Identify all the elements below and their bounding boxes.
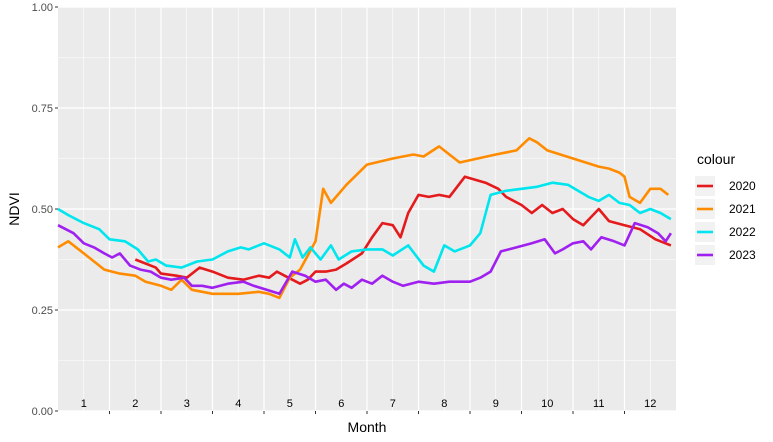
legend-label-2020: 2020 (729, 179, 756, 193)
x-axis (109, 411, 625, 414)
series-line-2022 (57, 181, 672, 273)
y-tick-label: 0.00 (32, 406, 53, 418)
legend-label-2022: 2022 (729, 225, 756, 239)
month-label: 11 (593, 398, 604, 410)
series-line-2021 (57, 137, 670, 300)
legend-label-2021: 2021 (729, 202, 756, 216)
legend-title: colour (697, 151, 735, 167)
month-label: 8 (441, 398, 447, 410)
y-axis-title: NDVI (6, 192, 22, 225)
month-label: 2 (132, 398, 138, 410)
month-label: 6 (338, 398, 344, 410)
month-label: 4 (235, 398, 241, 410)
month-label: 5 (287, 398, 293, 410)
month-label: 10 (541, 398, 553, 410)
legend-label-2023: 2023 (729, 248, 756, 262)
y-tick-label: 0.25 (32, 305, 53, 317)
month-label: 9 (493, 398, 499, 410)
y-tick-label: 0.50 (32, 204, 53, 216)
month-label: 3 (184, 398, 190, 410)
legend: colour 2020 2021 2022 2023 (695, 151, 756, 265)
month-label: 7 (390, 398, 396, 410)
y-tick-label: 0.75 (32, 103, 53, 115)
series-line-2023 (57, 221, 672, 296)
y-axis: 0.00 0.25 0.50 0.75 1.00 (32, 2, 58, 418)
month-labels: 1 2 3 4 5 6 7 8 9 10 11 12 (81, 398, 657, 410)
month-label: 1 (81, 398, 87, 410)
major-gridlines (58, 6, 676, 412)
x-axis-title: Month (348, 419, 387, 435)
y-tick-label: 1.00 (32, 2, 53, 14)
series-lines (57, 137, 672, 300)
month-label: 12 (644, 398, 656, 410)
series-line-2020 (134, 175, 672, 285)
